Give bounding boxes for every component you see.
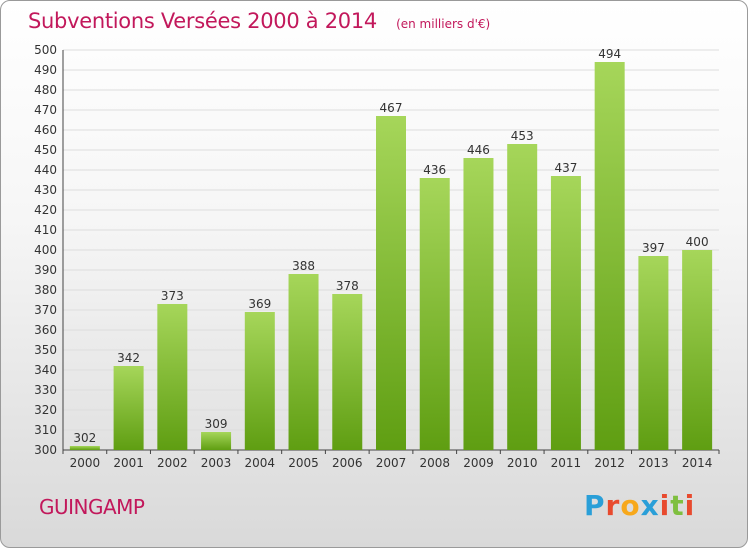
bar-2010 [507,144,538,450]
x-tick-label-2009: 2009 [463,456,494,470]
y-tick-label: 360 [34,323,57,337]
data-label-2001: 342 [117,351,140,365]
x-tick-label-2012: 2012 [594,456,625,470]
y-tick-label: 410 [34,223,57,237]
y-tick-label: 390 [34,263,57,277]
bar-2009 [463,158,494,450]
data-label-2004: 369 [248,297,271,311]
data-label-2002: 373 [161,289,184,303]
data-label-2013: 397 [642,241,665,255]
y-tick-label: 500 [34,43,57,57]
brand-letter: P [584,489,606,522]
x-tick-label-2002: 2002 [157,456,188,470]
y-tick-label: 320 [34,403,57,417]
y-tick-label: 420 [34,203,57,217]
data-label-2005: 388 [292,259,315,273]
data-label-2012: 494 [598,47,621,61]
bar-2008 [419,178,450,450]
brand-letter: i [659,489,671,522]
data-label-2007: 467 [380,101,403,115]
y-tick-label: 450 [34,143,57,157]
y-tick-label: 350 [34,343,57,357]
x-tick-label-2007: 2007 [376,456,407,470]
commune-name: GUINGAMP [39,495,145,519]
bar-2006 [332,294,363,450]
bar-2005 [288,274,319,450]
data-label-2010: 453 [511,129,534,143]
y-tick-label: 310 [34,423,57,437]
brand-letter: o [620,489,641,522]
x-tick-label-2014: 2014 [682,456,713,470]
labels: 300 310 320 330 340 350 360 370 380 390 400 410 420 4… [34,43,712,470]
bar-2001 [113,366,144,450]
bar-2012 [594,62,625,450]
y-tick-label: 490 [34,63,57,77]
data-label-2006: 378 [336,279,359,293]
y-tick-label: 300 [34,443,57,457]
y-tick-label: 480 [34,83,57,97]
bar-2004 [244,312,275,450]
bar-2002 [157,304,188,450]
x-tick-label-2004: 2004 [245,456,276,470]
y-tick-label: 340 [34,363,57,377]
data-label-2000: 302 [73,431,96,445]
data-label-2014: 400 [686,235,709,249]
title-row: Subventions Versées 2000 à 2014 (en mill… [28,9,490,33]
bar-2014 [682,250,713,450]
chart-title: Subventions Versées 2000 à 2014 [28,9,377,33]
brand-letter: t [670,489,685,522]
y-tick-label: 380 [34,283,57,297]
y-tick-label: 330 [34,383,57,397]
data-label-2003: 309 [205,417,228,431]
brand-letter: r [605,489,621,522]
chart-unit: (en milliers d'€) [396,17,491,31]
bar-2013 [638,256,669,450]
brand-logo: Proxiti [584,489,695,522]
x-tick-label-2010: 2010 [507,456,538,470]
y-tick-label: 470 [34,103,57,117]
x-tick-label-2005: 2005 [288,456,319,470]
bar-2007 [376,116,406,450]
x-tick-label-2001: 2001 [113,456,144,470]
data-label-2009: 446 [467,143,490,157]
x-tick-label-2006: 2006 [332,456,363,470]
x-tick-label-2011: 2011 [551,456,582,470]
bar-2003 [201,432,232,450]
x-tick-label-2003: 2003 [201,456,232,470]
x-tick-label-2008: 2008 [419,456,450,470]
data-label-2008: 436 [423,163,446,177]
bar-2011 [550,176,581,450]
brand-letter: i [684,489,696,522]
x-tick-label-2000: 2000 [70,456,101,470]
y-tick-label: 400 [34,243,57,257]
brand-letter: x [640,489,660,522]
data-label-2011: 437 [554,161,577,175]
y-tick-label: 370 [34,303,57,317]
y-tick-label: 430 [34,183,57,197]
x-tick-label-2013: 2013 [638,456,669,470]
bar-2000 [69,446,100,450]
y-tick-label: 460 [34,123,57,137]
bars [69,62,713,450]
y-tick-label: 440 [34,163,57,177]
